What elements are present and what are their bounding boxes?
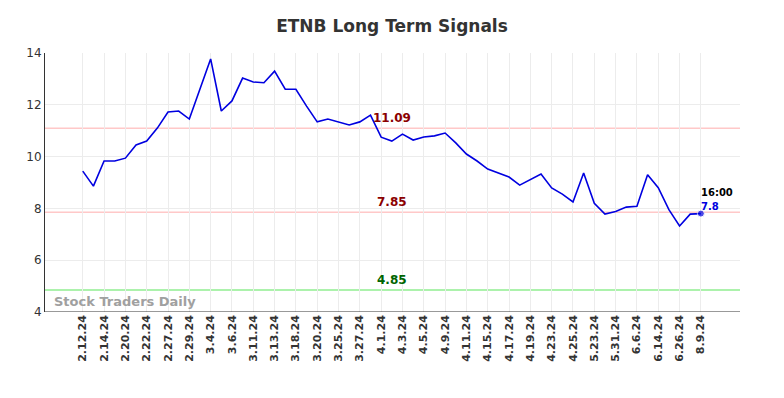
svg-text:3.27.24: 3.27.24 [353, 315, 366, 362]
svg-text:4.17.24: 4.17.24 [503, 315, 516, 362]
svg-text:2.29.24: 2.29.24 [183, 315, 196, 362]
svg-text:3.11.24: 3.11.24 [247, 315, 260, 362]
svg-text:ETNB Long Term Signals: ETNB Long Term Signals [276, 16, 508, 36]
svg-text:2.27.24: 2.27.24 [162, 315, 175, 362]
svg-text:4.15.24: 4.15.24 [481, 315, 494, 362]
svg-text:2.14.24: 2.14.24 [98, 315, 111, 362]
svg-text:7.8: 7.8 [701, 201, 719, 212]
svg-text:12: 12 [26, 98, 41, 112]
svg-text:10: 10 [26, 150, 41, 164]
svg-text:2.22.24: 2.22.24 [140, 315, 153, 362]
svg-text:2.12.24: 2.12.24 [76, 315, 89, 362]
svg-text:4.25.24: 4.25.24 [567, 315, 580, 362]
svg-text:3.6.24: 3.6.24 [226, 315, 239, 354]
svg-text:3.25.24: 3.25.24 [332, 315, 345, 362]
svg-text:4.23.24: 4.23.24 [545, 315, 558, 362]
svg-text:8.9.24: 8.9.24 [694, 315, 707, 354]
svg-text:4.3.24: 4.3.24 [396, 315, 409, 354]
svg-text:3.20.24: 3.20.24 [311, 315, 324, 362]
svg-text:4.1.24: 4.1.24 [375, 315, 388, 354]
svg-text:4.11.24: 4.11.24 [460, 315, 473, 362]
svg-text:8: 8 [34, 202, 42, 216]
svg-text:4.9.24: 4.9.24 [439, 315, 452, 354]
svg-text:Stock Traders Daily: Stock Traders Daily [54, 294, 196, 309]
svg-text:4: 4 [34, 305, 42, 319]
svg-text:16:00: 16:00 [701, 187, 733, 198]
svg-text:6.14.24: 6.14.24 [652, 315, 665, 362]
svg-text:5.23.24: 5.23.24 [588, 315, 601, 362]
svg-text:6: 6 [34, 253, 42, 267]
svg-text:6.6.24: 6.6.24 [631, 315, 644, 354]
svg-text:5.31.24: 5.31.24 [609, 315, 622, 362]
svg-text:4.5.24: 4.5.24 [417, 315, 430, 354]
svg-text:6.26.24: 6.26.24 [673, 315, 686, 362]
svg-text:14: 14 [26, 46, 41, 60]
svg-text:11.09: 11.09 [373, 111, 411, 125]
svg-text:3.4.24: 3.4.24 [204, 315, 217, 354]
svg-text:4.19.24: 4.19.24 [524, 315, 537, 362]
svg-text:7.85: 7.85 [377, 195, 407, 209]
svg-text:2.20.24: 2.20.24 [119, 315, 132, 362]
svg-text:3.13.24: 3.13.24 [268, 315, 281, 362]
svg-text:4.85: 4.85 [377, 273, 407, 287]
svg-text:3.18.24: 3.18.24 [289, 315, 302, 362]
